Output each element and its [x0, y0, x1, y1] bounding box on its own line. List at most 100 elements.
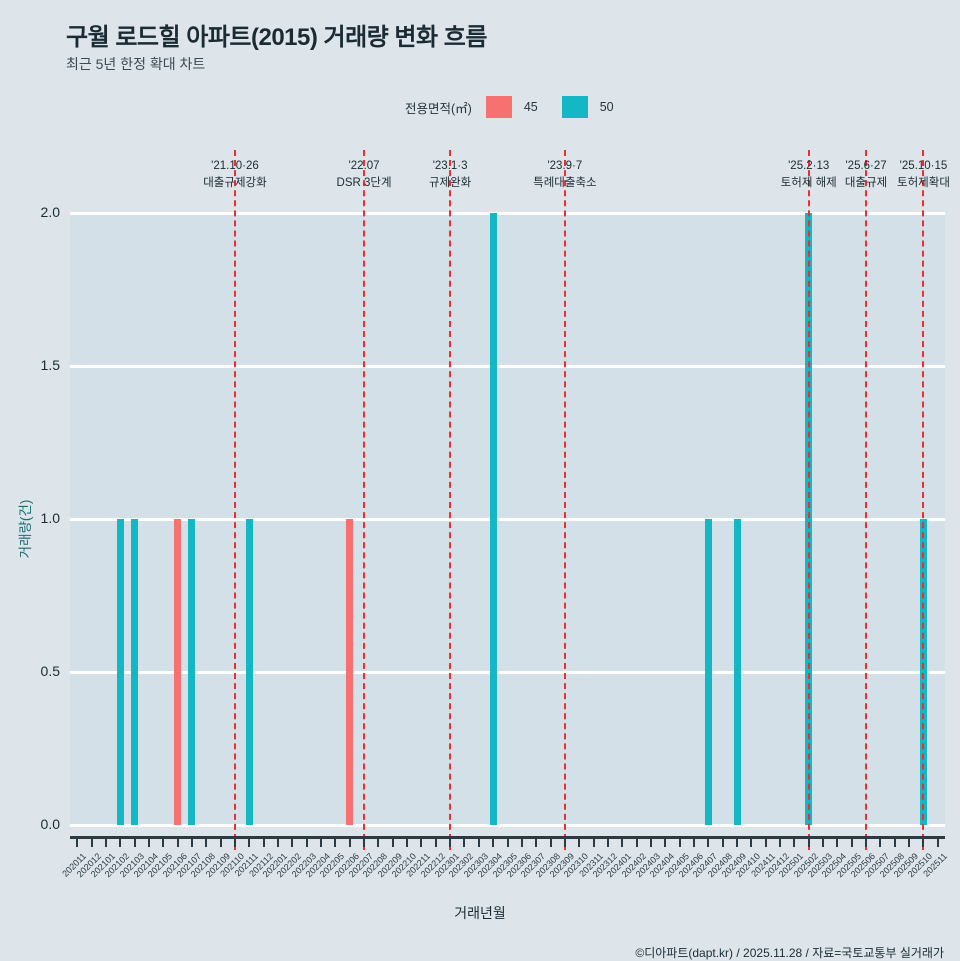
x-tick	[463, 838, 466, 847]
x-tick	[520, 838, 523, 847]
annotation-text: 토허제 해제	[780, 177, 837, 189]
x-tick	[233, 838, 236, 847]
x-tick	[449, 838, 452, 847]
legend-label-45: 45	[523, 100, 538, 114]
annotation-text: 특례대출축소	[533, 177, 597, 189]
x-tick	[807, 838, 810, 847]
x-tick	[76, 838, 79, 847]
gridline	[70, 517, 945, 521]
x-axis-title: 거래년월	[454, 905, 506, 921]
x-tick	[190, 838, 193, 847]
x-tick	[162, 838, 165, 847]
annotation-label: '25.6·27 대출규제	[776, 158, 956, 192]
x-tick	[320, 838, 323, 847]
x-tick	[549, 838, 552, 847]
x-tick	[664, 838, 667, 847]
x-axis-line	[70, 836, 945, 839]
x-tick	[90, 838, 93, 847]
x-tick	[793, 838, 796, 847]
gridline	[70, 670, 945, 674]
annotation-text: 규제완화	[428, 177, 472, 189]
x-tick	[406, 838, 409, 847]
x-tick	[205, 838, 208, 847]
bar	[116, 519, 124, 825]
annotation-line	[922, 150, 925, 850]
x-tick	[291, 838, 294, 847]
x-tick	[592, 838, 595, 847]
annotation-label: '23.1·3 규제완화	[360, 158, 540, 192]
chart-subtitle: 최근 5년 한정 확대 차트	[66, 56, 206, 72]
x-tick	[305, 838, 308, 847]
x-tick	[176, 838, 179, 847]
annotation-line	[449, 150, 452, 850]
x-tick	[276, 838, 279, 847]
x-tick	[879, 838, 882, 847]
bar	[704, 519, 712, 825]
x-tick	[635, 838, 638, 847]
x-tick	[262, 838, 265, 847]
gridline	[70, 364, 945, 368]
x-tick	[492, 838, 495, 847]
x-tick	[908, 838, 911, 847]
x-tick	[893, 838, 896, 847]
annotation-date: '25.2·13	[788, 160, 830, 172]
annotation-label: '25.10·15 토허제확대	[833, 158, 960, 192]
bar	[245, 519, 253, 825]
annotation-line	[363, 150, 366, 850]
x-tick	[506, 838, 509, 847]
annotation-text: 대출규제	[844, 177, 888, 189]
bar	[489, 213, 497, 825]
x-tick	[836, 838, 839, 847]
legend: 전용면적(㎡) 45 50	[405, 96, 614, 118]
x-tick	[477, 838, 480, 847]
annotation-line	[807, 150, 810, 850]
x-tick	[865, 838, 868, 847]
legend-swatch-45	[485, 96, 512, 118]
y-tick-label: 0.0	[40, 816, 60, 832]
x-tick	[922, 838, 925, 847]
x-tick	[348, 838, 351, 847]
x-tick	[721, 838, 724, 847]
x-tick	[621, 838, 624, 847]
annotation-label: '23.9·7 특례대출축소	[475, 158, 655, 192]
x-tick	[248, 838, 251, 847]
x-tick	[692, 838, 695, 847]
annotation-label: '21.10·26 대출규제강화	[145, 158, 325, 192]
x-tick	[147, 838, 150, 847]
annotation-line	[563, 150, 566, 850]
annotation-label: '25.2·13 토허제 해제	[719, 158, 899, 192]
x-tick	[606, 838, 609, 847]
x-tick	[104, 838, 107, 847]
x-tick	[219, 838, 222, 847]
y-tick-label: 2.0	[40, 204, 60, 220]
annotation-line	[865, 150, 868, 850]
x-tick	[334, 838, 337, 847]
x-tick	[707, 838, 710, 847]
bar	[131, 519, 139, 825]
annotation-label: '22.07 DSR 3단계	[274, 158, 454, 192]
x-tick	[578, 838, 581, 847]
gridline	[70, 211, 945, 215]
y-axis-title: 거래량(건)	[18, 499, 33, 559]
y-tick-label: 0.5	[40, 663, 60, 679]
x-tick	[822, 838, 825, 847]
x-tick	[736, 838, 738, 847]
annotation-date: '21.10·26	[211, 160, 259, 172]
y-tick-label: 1.5	[40, 357, 60, 373]
legend-label-50: 50	[599, 100, 614, 114]
annotation-date: '25.10·15	[899, 160, 948, 172]
x-tick	[750, 838, 753, 847]
x-tick	[420, 838, 423, 847]
x-tick	[391, 838, 394, 847]
x-tick	[133, 838, 136, 847]
page-title: 구월 로드힐 아파트(2015) 거래량 변화 흐름	[66, 24, 487, 51]
legend-title: 전용면적(㎡)	[405, 101, 472, 116]
x-tick	[363, 838, 366, 847]
bar	[174, 519, 182, 825]
annotation-text: DSR 3단계	[336, 177, 392, 189]
x-tick	[563, 838, 566, 847]
x-tick	[779, 838, 782, 847]
legend-swatch-50	[561, 96, 588, 118]
